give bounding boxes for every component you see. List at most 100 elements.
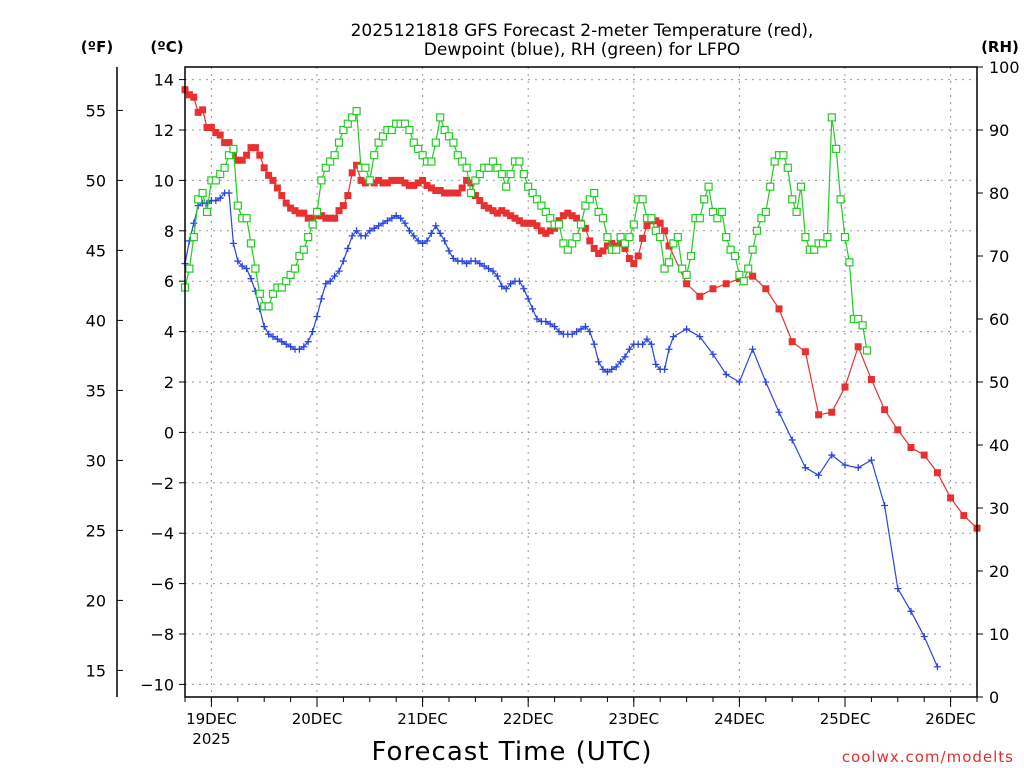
temperature-point — [317, 212, 325, 220]
temperature-point — [546, 227, 554, 235]
rh-point — [796, 182, 806, 191]
rh-point — [594, 207, 603, 216]
dewpoint-point — [414, 237, 422, 245]
rh-point — [598, 214, 608, 223]
dewpoint-point — [599, 365, 607, 373]
rh-point — [405, 125, 414, 135]
rh-point — [669, 239, 678, 248]
temperature-point — [265, 171, 273, 179]
rh-point — [343, 119, 352, 128]
dewpoint-point — [441, 237, 449, 245]
dewpoint-point — [397, 214, 405, 222]
dewpoint-point — [238, 262, 246, 270]
temperature-point — [216, 131, 224, 139]
temperature-point — [405, 181, 413, 189]
fahrenheit-tick-label: 15 — [86, 661, 106, 680]
temperature-point — [581, 224, 589, 232]
dewpoint-point — [471, 257, 479, 265]
rh-point — [858, 321, 867, 330]
rh-point — [365, 176, 374, 185]
rh-point — [664, 258, 674, 267]
series-layer — [180, 86, 981, 671]
dewpoint-point — [322, 280, 330, 288]
rh-point — [568, 239, 577, 248]
dewpoint-point — [546, 320, 554, 328]
temperature-point — [339, 202, 347, 210]
dewpoint-point — [749, 345, 757, 353]
dewpoint-point — [586, 328, 594, 336]
rh-point — [524, 182, 533, 191]
rh-point — [330, 151, 339, 160]
rh-point — [497, 170, 506, 179]
temperature-series — [181, 86, 981, 532]
dewpoint-point — [524, 295, 532, 303]
temperature-point — [933, 469, 941, 477]
temperature-point — [493, 209, 501, 217]
dewpoint-point — [647, 340, 655, 348]
rh-tick-label: 0 — [989, 688, 999, 707]
celsius-tick-label: −10 — [140, 675, 174, 694]
temperature-point — [221, 139, 229, 147]
temperature-point — [348, 169, 356, 177]
rh-point — [251, 264, 260, 273]
celsius-tick-label: 14 — [154, 71, 174, 90]
rh-point — [620, 239, 630, 248]
rh-point — [532, 195, 542, 204]
time-tick-year: 2025 — [192, 730, 230, 748]
rh-point — [339, 125, 348, 135]
rh-point — [748, 245, 757, 254]
dewpoint-point — [621, 353, 629, 361]
rh-tick-label: 80 — [989, 184, 1009, 203]
dewpoint-point — [375, 222, 383, 230]
dewpoint-point — [669, 333, 677, 341]
temperature-point — [291, 207, 299, 215]
temperature-point — [489, 207, 497, 215]
dewpoint-point — [392, 212, 400, 220]
temperature-point — [449, 189, 457, 197]
rh-series — [180, 106, 872, 355]
temperature-point — [476, 197, 484, 205]
rh-tick-label: 50 — [989, 373, 1009, 392]
temperature-point — [414, 179, 422, 187]
temperature-point — [212, 129, 220, 137]
dewpoint-point — [190, 219, 198, 227]
rh-point — [409, 138, 418, 147]
rh-point — [704, 182, 713, 191]
dewpoint-point — [722, 370, 730, 378]
temperature-point — [907, 444, 915, 452]
dewpoint-point — [445, 247, 453, 255]
temperature-point — [234, 156, 242, 164]
temperature-point — [801, 348, 809, 356]
fahrenheit-tick-label: 50 — [86, 171, 106, 190]
rh-point — [488, 157, 498, 166]
time-tick-label: 22DEC — [503, 710, 554, 728]
temperature-point — [854, 343, 862, 351]
temperature-point — [665, 242, 673, 250]
rh-point — [695, 214, 704, 223]
dewpoint-point — [493, 272, 501, 280]
temperature-point — [599, 247, 607, 255]
rh-point — [603, 233, 612, 242]
rh-point — [427, 157, 436, 166]
grid-lines — [185, 67, 977, 697]
temperature-point — [696, 292, 704, 300]
rh-point — [211, 176, 220, 185]
fahrenheit-tick-label: 40 — [86, 311, 106, 330]
dewpoint-point — [432, 222, 440, 230]
rh-point — [585, 195, 594, 204]
celsius-tick-label: −2 — [150, 474, 174, 493]
dewpoint-point — [735, 378, 743, 386]
rh-line — [184, 109, 868, 351]
temperature-point — [243, 151, 251, 159]
rh-point — [290, 264, 300, 273]
time-tick-label: 20DEC — [292, 710, 343, 728]
celsius-tick-label: 2 — [164, 373, 174, 392]
temperature-point — [344, 192, 352, 200]
temperature-point — [445, 189, 453, 197]
temperature-point — [278, 192, 286, 200]
fahrenheit-axis: 55 50 45 40 35 30 25 20 15 — [86, 101, 123, 680]
chart-title-line1: 2025121818 GFS Forecast 2-meter Temperat… — [351, 21, 814, 41]
dewpoint-point — [344, 244, 352, 252]
rh-point — [836, 195, 845, 204]
temperature-point — [867, 375, 875, 383]
